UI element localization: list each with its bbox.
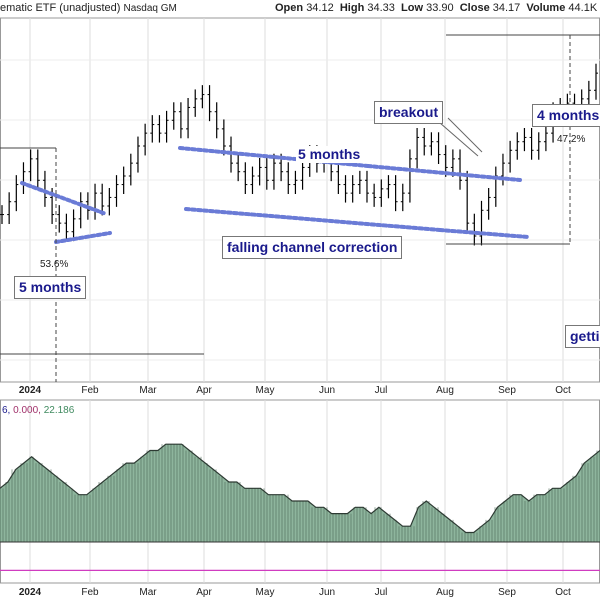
open-label: Open	[275, 2, 304, 14]
annotation-falling-channel: falling channel correction	[222, 236, 403, 259]
x-tick-label-lower: Jun	[319, 587, 335, 598]
x-tick-label: Feb	[81, 385, 99, 396]
trendline	[20, 181, 108, 216]
annotation-getting: getti	[565, 325, 600, 348]
annotation-breakout: breakout	[374, 101, 444, 124]
pct-label-left: 53.6%	[40, 259, 69, 270]
chart-title: ematic ETF (unadjusted) Nasdaq GM	[0, 2, 177, 14]
x-tick-label-lower: May	[256, 587, 275, 598]
trendline	[366, 164, 522, 182]
open-value: 34.12	[306, 2, 334, 14]
x-tick-label: May	[256, 385, 275, 396]
x-tick-label-lower: Sep	[498, 587, 516, 598]
close-label: Close	[459, 2, 490, 14]
trendline	[178, 146, 370, 168]
low-value: 33.90	[426, 2, 454, 14]
low-label: Low	[401, 2, 424, 14]
x-tick-label: 2024	[19, 385, 42, 396]
trendline	[438, 228, 530, 239]
breakout-pointer	[447, 117, 483, 153]
x-tick-label-lower: Aug	[436, 587, 454, 598]
indicator-values: 6, 0.000, 22.186	[2, 405, 74, 416]
trendline	[184, 207, 442, 232]
x-tick-label: Mar	[139, 385, 157, 396]
indicator-value-c: 22.186	[43, 405, 75, 416]
volume-value: 44.1K	[568, 2, 598, 14]
indicator-value-b: 0.000,	[13, 405, 44, 416]
indicator-line	[0, 443, 600, 534]
annotation-4-months: 4 months	[532, 104, 600, 127]
x-tick-label: Apr	[196, 385, 212, 396]
x-tick-label: Aug	[436, 385, 454, 396]
x-tick-label: Jun	[319, 385, 335, 396]
pct-label-right: 47.2%	[557, 134, 586, 145]
indicator-hatch	[0, 444, 600, 542]
x-tick-label-lower: 2024	[19, 587, 42, 598]
x-tick-label: Jul	[375, 385, 388, 396]
trendline	[54, 231, 112, 244]
annotation-5-months-top: 5 months	[296, 146, 363, 163]
x-tick-label: Sep	[498, 385, 516, 396]
annotation-5-months-left: 5 months	[14, 276, 87, 299]
x-tick-label-lower: Feb	[81, 587, 99, 598]
symbol-name: ematic ETF (unadjusted)	[0, 2, 121, 14]
price-bars	[0, 63, 598, 246]
exchange-label: Nasdaq GM	[123, 3, 177, 14]
x-tick-label-lower: Apr	[196, 587, 212, 598]
close-value: 34.17	[492, 2, 521, 14]
x-tick-label-lower: Oct	[555, 587, 571, 598]
high-value: 34.33	[367, 2, 395, 14]
x-tick-label-lower: Mar	[139, 587, 157, 598]
x-tick-label: Oct	[555, 385, 571, 396]
volume-label: Volume	[526, 2, 566, 14]
x-tick-label-lower: Jul	[375, 587, 388, 598]
ohlc-readout: Open 34.12 High 34.33 Low 33.90 Close 34…	[275, 2, 597, 14]
indicator-value-a: 6,	[2, 405, 14, 416]
high-label: High	[339, 2, 365, 14]
